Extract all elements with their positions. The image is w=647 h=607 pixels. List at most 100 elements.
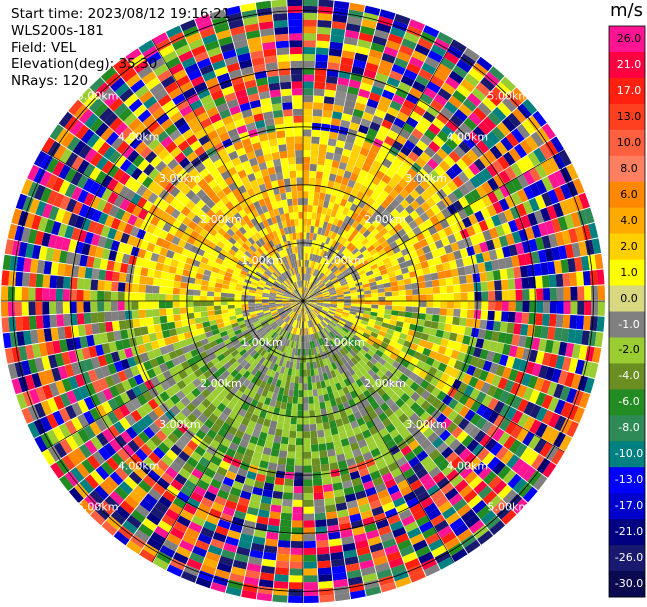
ppi-gate-cell (195, 162, 206, 173)
ppi-gate-cell (251, 359, 259, 368)
ppi-gate-cell (217, 366, 227, 375)
ppi-gate-cell (369, 281, 377, 287)
ppi-gate-cell (247, 237, 256, 245)
ppi-gate-cell (186, 558, 203, 571)
ppi-gate-cell (491, 374, 502, 387)
ppi-gate-cell (99, 87, 115, 102)
ppi-gate-cell (200, 564, 216, 576)
ppi-gate-cell (358, 269, 366, 276)
ppi-gate-cell (529, 301, 537, 313)
ppi-gate-cell (320, 286, 327, 291)
ppi-gate-cell (333, 315, 341, 320)
ppi-gate-cell (161, 454, 174, 467)
ppi-gate-cell (364, 293, 372, 298)
ppi-gate-cell (456, 158, 468, 171)
ppi-gate-cell (591, 347, 602, 363)
ppi-gate-cell (291, 283, 297, 290)
ppi-gate-cell (269, 455, 279, 464)
ppi-gate-cell (316, 296, 324, 299)
ppi-gate-cell (7, 301, 16, 317)
ppi-gate-cell (121, 379, 132, 392)
ppi-gate-cell (228, 248, 237, 257)
ppi-gate-cell (459, 343, 469, 354)
ppi-gate-cell (551, 246, 561, 261)
ppi-gate-cell (468, 426, 481, 439)
ppi-gate-cell (370, 191, 380, 201)
ppi-gate-cell (369, 499, 382, 510)
ppi-gate-cell (428, 242, 438, 252)
ppi-gate-cell (303, 410, 310, 418)
ppi-gate-cell (303, 561, 317, 569)
ppi-gate-cell (276, 259, 283, 267)
ppi-gate-cell (179, 81, 194, 93)
ppi-gate-cell (539, 441, 553, 458)
ppi-gate-cell (195, 199, 206, 210)
ppi-gate-cell (412, 445, 424, 457)
ppi-gate-cell (99, 500, 115, 516)
ppi-gate-cell (348, 79, 361, 89)
ppi-gate-cell (355, 370, 364, 379)
ppi-gate-cell (272, 490, 283, 499)
ppi-gate-cell (309, 303, 316, 307)
ppi-gate-cell (230, 224, 239, 234)
ppi-gate-cell (18, 345, 28, 361)
ppi-gate-cell (8, 271, 17, 286)
ppi-gate-cell (303, 458, 312, 466)
ppi-gate-cell (329, 290, 337, 294)
ppi-gate-cell (514, 217, 525, 231)
ppi-gate-cell (170, 383, 181, 394)
ppi-gate-cell (280, 329, 286, 337)
ppi-gate-cell (115, 382, 126, 395)
ppi-gate-cell (147, 410, 159, 422)
ppi-gate-cell (504, 256, 514, 269)
ppi-gate-cell (245, 513, 258, 523)
ppi-gate-cell (67, 451, 81, 467)
ppi-gate-cell (307, 376, 312, 384)
ppi-gate-cell (229, 523, 243, 533)
ppi-gate-cell (192, 173, 204, 184)
ppi-gate-cell (231, 360, 240, 369)
ppi-gate-cell (404, 311, 413, 318)
ppi-gate-cell (372, 267, 380, 274)
ppi-gate-cell (298, 321, 301, 329)
ppi-gate-cell (159, 308, 167, 317)
ppi-gate-cell (315, 324, 321, 332)
ppi-gate-cell (375, 437, 386, 448)
ppi-gate-cell (131, 422, 143, 435)
ppi-gate-cell (312, 286, 319, 292)
ppi-gate-cell (154, 208, 165, 219)
ppi-gate-cell (64, 225, 75, 239)
ppi-gate-cell (309, 283, 315, 290)
ppi-gate-cell (344, 298, 352, 301)
ppi-gate-cell (1, 301, 9, 317)
ppi-gate-cell (284, 416, 291, 424)
ppi-gate-cell (303, 403, 309, 411)
ppi-gate-cell (388, 254, 397, 262)
ppi-gate-cell (296, 298, 303, 301)
ppi-gate-cell (188, 372, 198, 382)
ppi-gate-cell (180, 184, 191, 196)
ppi-gate-cell (328, 48, 342, 57)
ppi-gate-cell (190, 451, 203, 463)
ppi-gate-cell (427, 258, 436, 267)
ppi-gate-cell (152, 482, 166, 496)
ppi-gate-cell (303, 321, 305, 329)
ppi-gate-cell (132, 435, 145, 448)
ppi-gate-cell (286, 346, 291, 354)
ppi-gate-cell (180, 407, 192, 418)
ppi-gate-cell (110, 77, 126, 92)
ppi-gate-cell (475, 171, 487, 185)
ppi-gate-cell (278, 387, 285, 395)
ppi-gate-cell (309, 301, 317, 303)
ppi-gate-cell (514, 312, 523, 324)
ppi-gate-cell (393, 434, 404, 445)
ppi-gate-cell (262, 351, 270, 359)
ppi-gate-cell (352, 526, 366, 536)
ppi-gate-cell (313, 288, 320, 293)
ppi-gate-cell (225, 536, 239, 547)
ppi-gate-cell (461, 509, 476, 523)
ppi-gate-cell (435, 379, 446, 391)
ppi-gate-cell (490, 442, 503, 456)
ppi-gate-cell (179, 254, 188, 263)
ppi-gate-cell (556, 287, 564, 301)
